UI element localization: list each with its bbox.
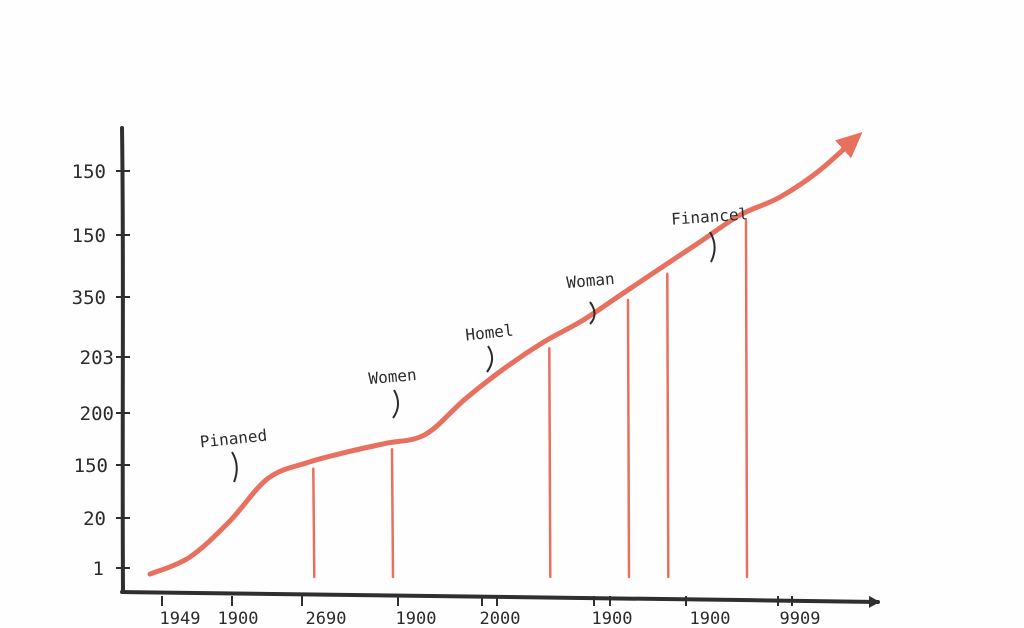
- x-tick-label: 9909: [780, 609, 821, 628]
- annotation-label: Homel: [464, 321, 514, 345]
- drop-line: [548, 347, 552, 579]
- drop-lines: [312, 219, 749, 579]
- y-tick-label: 1: [93, 558, 104, 580]
- x-tick-label: 1949: [160, 609, 201, 628]
- drop-line: [666, 272, 670, 579]
- y-axis-labels: 150 150 350 203 200 150 20 1: [72, 161, 114, 580]
- leader-hook: [486, 345, 493, 373]
- x-tick-label: 2000: [480, 609, 521, 628]
- drop-line: [744, 219, 749, 579]
- y-tick-label: 150: [72, 161, 106, 183]
- annotation-label: Financel: [671, 204, 749, 228]
- x-tick-label: 1900: [690, 609, 731, 628]
- y-axis: [120, 126, 125, 594]
- leader-hook: [709, 231, 716, 263]
- data-points: [148, 134, 860, 576]
- y-tick-label: 150: [74, 455, 108, 477]
- annotation-label: Woman: [566, 269, 616, 292]
- x-axis-ticks: [161, 596, 793, 606]
- y-tick-label: 350: [72, 287, 106, 309]
- y-tick-label: 200: [80, 403, 114, 425]
- x-tick-label: 1900: [218, 609, 259, 628]
- y-axis-ticks: [116, 170, 130, 569]
- leader-hook: [589, 301, 596, 325]
- annotation-labels: Pinaned Women Homel Woman Financel: [199, 204, 749, 451]
- drop-line: [626, 298, 631, 579]
- x-axis-labels: 1949 1900 2690 1900 2000 1900 1900 9909: [160, 609, 821, 628]
- x-tick-label: 1900: [396, 609, 437, 628]
- annotation-label: Pinaned: [199, 426, 268, 452]
- drop-line: [312, 467, 316, 579]
- leader-hook: [231, 451, 238, 483]
- drop-line: [390, 448, 395, 579]
- x-tick-label: 2690: [306, 609, 347, 628]
- x-tick-label: 1900: [592, 609, 633, 628]
- annotation-label: Women: [368, 365, 418, 388]
- annotation-leaders: [231, 231, 716, 483]
- y-tick-label: 150: [72, 225, 106, 247]
- y-tick-label: 203: [80, 347, 114, 369]
- trend-line: [147, 132, 863, 577]
- x-axis: [120, 590, 880, 608]
- leader-hook: [392, 389, 399, 419]
- y-tick-label: 20: [83, 508, 106, 530]
